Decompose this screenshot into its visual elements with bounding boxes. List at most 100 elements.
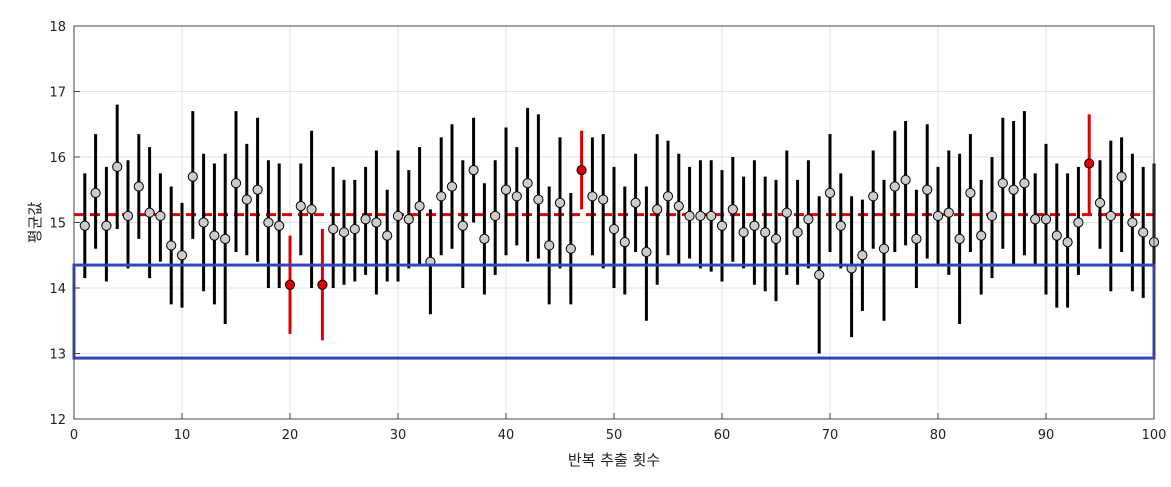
mean-marker xyxy=(306,204,317,215)
mean-marker xyxy=(1040,214,1052,225)
mean-marker xyxy=(824,187,836,199)
mean-marker xyxy=(911,233,922,244)
x-tick-label: 100 xyxy=(1142,428,1167,443)
mean-marker xyxy=(360,214,371,225)
mean-marker xyxy=(295,201,306,212)
mean-marker xyxy=(889,181,900,192)
mean-marker xyxy=(878,243,890,254)
y-tick-label: 13 xyxy=(49,348,66,363)
mean-marker xyxy=(328,223,339,235)
mean-marker xyxy=(997,178,1008,189)
mean-marker xyxy=(673,201,684,212)
axes xyxy=(73,25,1155,420)
mean-marker-outlier xyxy=(317,279,328,290)
mean-marker xyxy=(122,210,134,222)
mean-marker xyxy=(241,194,252,205)
mean-marker xyxy=(598,194,609,205)
mean-marker xyxy=(814,269,825,280)
mean-marker xyxy=(1030,214,1041,225)
mean-marker xyxy=(641,246,652,258)
mean-marker xyxy=(533,194,544,205)
mean-marker xyxy=(1105,210,1116,222)
mean-marker xyxy=(457,220,468,231)
mean-marker xyxy=(760,227,771,238)
error-bars xyxy=(83,104,1156,354)
mean-marker xyxy=(662,191,674,202)
mean-marker xyxy=(511,191,522,202)
mean-markers xyxy=(79,158,1160,290)
mean-marker xyxy=(630,197,641,208)
mean-marker-outlier xyxy=(1084,158,1095,169)
mean-marker xyxy=(1116,171,1127,182)
mean-marker xyxy=(544,240,555,251)
mean-marker xyxy=(112,161,123,172)
mean-marker xyxy=(706,210,717,222)
tick-labels: 0 10 20 30 40 50 60 70 80 90 100 12 13 14 15 16 17 18 xyxy=(49,20,1166,443)
mean-marker xyxy=(738,227,749,238)
y-tick-label: 16 xyxy=(49,151,66,166)
x-tick-label: 80 xyxy=(930,428,947,443)
mean-marker xyxy=(230,178,242,189)
mean-marker xyxy=(403,214,414,225)
mean-marker xyxy=(857,250,868,261)
mean-marker xyxy=(986,210,998,222)
mean-marker xyxy=(619,237,630,248)
mean-marker xyxy=(144,207,155,218)
mean-marker xyxy=(263,217,274,228)
mean-marker xyxy=(220,233,231,244)
x-axis-title: 반복 추출 횟수 xyxy=(568,451,660,469)
mean-marker xyxy=(587,191,598,202)
x-tick-label: 20 xyxy=(282,428,299,443)
x-tick-label: 90 xyxy=(1038,428,1055,443)
mean-marker xyxy=(392,210,404,222)
y-tick-label: 14 xyxy=(49,282,66,297)
mean-marker xyxy=(900,174,911,186)
mean-marker xyxy=(155,210,166,222)
mean-marker xyxy=(1127,217,1138,228)
mean-marker xyxy=(1073,217,1084,228)
mean-marker xyxy=(803,214,814,225)
mean-marker xyxy=(922,184,933,195)
mean-marker xyxy=(338,227,350,238)
mean-marker xyxy=(1019,178,1030,189)
mean-marker xyxy=(932,210,944,222)
mean-marker xyxy=(781,207,792,218)
y-tick-label: 12 xyxy=(49,413,66,428)
mean-marker xyxy=(1062,237,1073,248)
mean-marker xyxy=(522,178,533,189)
mean-marker xyxy=(792,227,803,238)
mean-marker xyxy=(490,210,501,222)
mean-marker xyxy=(868,191,879,202)
x-tick-label: 30 xyxy=(390,428,407,443)
mean-marker xyxy=(209,230,220,241)
mean-marker xyxy=(166,240,177,251)
mean-marker xyxy=(1094,197,1106,208)
mean-marker xyxy=(835,220,846,231)
mean-marker xyxy=(176,250,188,261)
mean-marker xyxy=(652,204,663,215)
mean-marker xyxy=(133,181,144,192)
mean-marker xyxy=(716,220,728,231)
mean-marker xyxy=(446,181,458,192)
x-tick-label: 60 xyxy=(714,428,731,443)
mean-marker xyxy=(468,165,479,176)
x-tick-label: 10 xyxy=(174,428,191,443)
mean-marker xyxy=(349,223,360,235)
x-tick-label: 70 xyxy=(822,428,839,443)
x-tick-label: 0 xyxy=(70,428,78,443)
mean-marker xyxy=(79,220,90,231)
mean-marker xyxy=(954,233,965,244)
y-tick-label: 17 xyxy=(49,86,66,101)
mean-marker xyxy=(684,210,695,222)
mean-marker xyxy=(371,217,382,228)
x-tick-label: 40 xyxy=(498,428,515,443)
y-axis-title: 평균값 xyxy=(26,202,44,244)
mean-marker xyxy=(565,243,576,254)
y-tick-label: 15 xyxy=(49,217,66,232)
mean-marker xyxy=(382,230,393,241)
mean-marker xyxy=(554,197,566,208)
mean-marker xyxy=(1051,230,1062,241)
y-tick-label: 18 xyxy=(49,20,66,35)
